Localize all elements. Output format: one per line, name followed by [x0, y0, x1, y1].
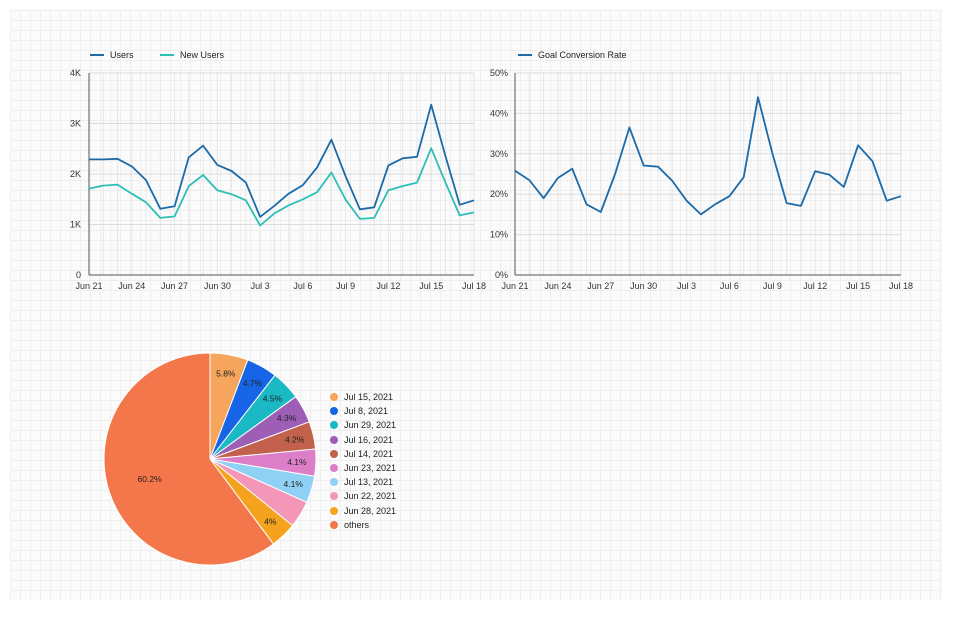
legend-dot	[330, 492, 338, 501]
sessions-pie-chart: 5.8% 4.7%4.5% 4.3% 4.2% 4.1% 4.1% 4% 60.2%	[103, 352, 317, 566]
pie-slice-label: 4%	[264, 517, 277, 527]
legend-dot	[330, 478, 338, 487]
pie-slice-label: 4.1%	[284, 479, 304, 489]
pie-slice-label: 4.5%	[263, 394, 283, 404]
pie-legend-label: Jul 16, 2021	[344, 434, 394, 445]
pie-slice-label: 4.2%	[285, 435, 305, 445]
pie-legend-label: Jun 28, 2021	[344, 505, 397, 516]
legend-label: New Users	[180, 50, 225, 60]
legend-dot	[330, 506, 338, 515]
pie-legend-item: others	[330, 518, 396, 532]
x-tick-label: Jul 12	[803, 281, 827, 291]
pie-legend-item: Jul 13, 2021	[330, 475, 396, 489]
pie-legend-item: Jul 14, 2021	[330, 447, 396, 461]
pie-legend-item: Jul 16, 2021	[330, 433, 396, 447]
y-tick-label: 4K	[70, 68, 81, 78]
x-tick-label: Jul 9	[336, 281, 355, 291]
pie-legend-label: Jul 8, 2021	[344, 406, 389, 417]
pie-legend-label: Jun 29, 2021	[344, 420, 397, 431]
legend-dot	[330, 393, 338, 402]
pie-legend-label: Jun 23, 2021	[344, 463, 397, 474]
pie-slice-label: 60.2%	[138, 474, 163, 484]
x-tick-label: Jun 21	[501, 281, 528, 291]
goal-conversion-line-chart: 0% 10% 20% 30% 40% 50% Jun 21 Jun 24 Jun 27 Jun 3…	[490, 50, 913, 291]
y-tick-label: 50%	[490, 68, 508, 78]
y-tick-label: 3K	[70, 119, 81, 129]
pie-slice-9	[103, 352, 275, 566]
pie-legend: Jul 15, 2021 Jul 8, 2021 Jun 29, 2021 Jul 1…	[330, 390, 396, 532]
series-line-goal-conversion-rate	[514, 96, 902, 216]
legend-label: Goal Conversion Rate	[538, 50, 627, 60]
pie-legend-label: Jul 14, 2021	[344, 448, 394, 459]
y-tick-label: 2K	[70, 169, 81, 179]
legend-dot	[330, 421, 338, 430]
y-tick-label: 0%	[495, 270, 508, 280]
legend-dot	[330, 464, 338, 473]
pie-legend-item: Jul 8, 2021	[330, 404, 396, 418]
x-tick-label: Jul 3	[251, 281, 270, 291]
x-tick-label: Jun 30	[204, 281, 231, 291]
pie-slice-label: 4.7%	[243, 378, 263, 388]
pie-legend-label: Jun 22, 2021	[344, 491, 397, 502]
x-tick-label: Jun 27	[587, 281, 614, 291]
x-tick-label: Jun 21	[75, 281, 102, 291]
x-tick-label: Jun 24	[544, 281, 571, 291]
legend-dot	[330, 435, 338, 444]
y-tick-label: 40%	[490, 108, 508, 118]
x-tick-label: Jul 18	[462, 281, 486, 291]
pie-slice-label: 4.3%	[277, 413, 297, 423]
y-tick-label: 1K	[70, 220, 81, 230]
y-tick-label: 30%	[490, 149, 508, 159]
y-tick-label: 0	[76, 270, 81, 280]
x-tick-label: Jul 3	[677, 281, 696, 291]
x-tick-label: Jul 15	[419, 281, 443, 291]
x-tick-label: Jun 24	[118, 281, 145, 291]
pie-slice-label: 4.1%	[287, 457, 307, 467]
pie-slice-label: 5.8%	[216, 369, 236, 379]
x-tick-label: Jul 12	[376, 281, 400, 291]
x-tick-label: Jul 18	[889, 281, 913, 291]
legend-dot	[330, 449, 338, 458]
series-line-new-users	[88, 147, 475, 227]
pie-legend-item: Jun 22, 2021	[330, 489, 396, 503]
x-tick-label: Jun 30	[630, 281, 657, 291]
legend-dot	[330, 520, 338, 529]
pie-legend-label: others	[344, 519, 370, 530]
pie-legend-item: Jun 28, 2021	[330, 504, 396, 518]
x-tick-label: Jul 6	[720, 281, 739, 291]
y-tick-label: 10%	[490, 230, 508, 240]
series-line-users	[89, 103, 475, 218]
legend-label: Users	[110, 50, 134, 60]
x-tick-label: Jul 6	[293, 281, 312, 291]
pie-legend-label: Jul 13, 2021	[344, 477, 394, 488]
x-tick-label: Jun 27	[161, 281, 188, 291]
y-tick-label: 20%	[490, 189, 508, 199]
pie-legend-label: Jul 15, 2021	[344, 392, 394, 403]
pie-legend-item: Jun 29, 2021	[330, 418, 396, 432]
pie-legend-item: Jun 23, 2021	[330, 461, 396, 475]
legend-dot	[330, 407, 338, 416]
x-tick-label: Jul 15	[846, 281, 870, 291]
x-tick-label: Jul 9	[763, 281, 782, 291]
pie-legend-item: Jul 15, 2021	[330, 390, 396, 404]
users-line-chart: 0 1K 2K 3K 4K Jun 21 Jun 24 Jun 27 Jun 30 Jul 3 Ju…	[70, 50, 486, 291]
